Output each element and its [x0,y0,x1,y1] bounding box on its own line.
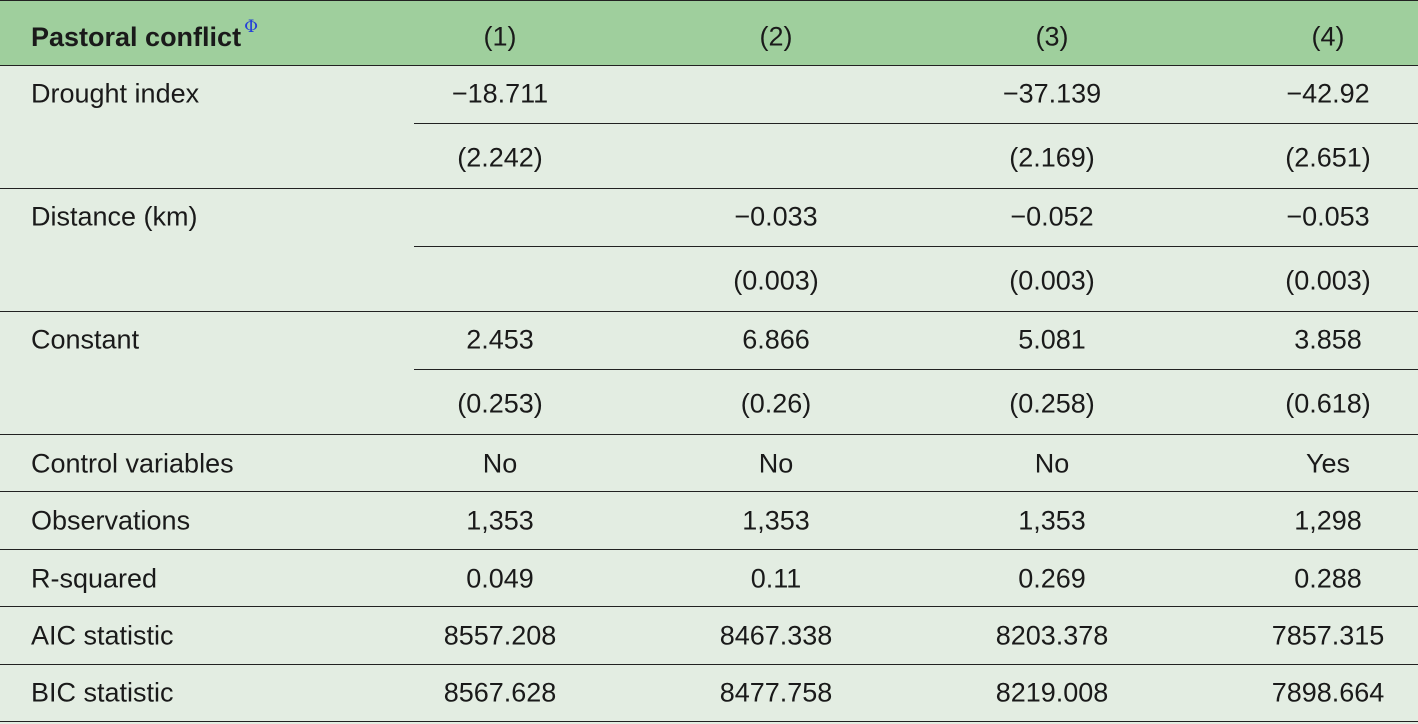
row-value: 8557.208 [443,620,557,651]
row-border [0,434,1418,435]
row-value: 1,298 [1294,505,1362,536]
header-title: Pastoral conflict [31,22,242,52]
coefficient: 6.866 [742,324,810,355]
row-value: 1,353 [742,505,810,536]
row-value: 8219.008 [995,677,1109,708]
row-border [0,188,1418,189]
row-value: 1,353 [466,505,534,536]
column-header: (2) [759,21,793,52]
coefficient: −0.053 [1286,201,1370,232]
coefficient: −0.033 [734,201,818,232]
row-border [0,0,1418,1]
standard-error: (0.26) [740,388,812,419]
row-value: 0.049 [466,563,534,593]
column-header: (4) [1311,21,1345,52]
row-border [0,491,1418,493]
coefficient: 3.858 [1294,324,1362,355]
row-label: R-squared [31,563,158,593]
coefficient: −37.139 [1002,78,1102,109]
header-superscript: Φ [244,17,258,37]
row-value: 0.269 [1018,563,1086,593]
row-value: No [482,448,518,479]
column-header: (3) [1035,21,1069,52]
row-label: Constant [31,324,140,355]
standard-error: (0.258) [1009,388,1095,419]
coefficient: −0.052 [1010,201,1094,232]
row-label: AIC statistic [31,620,174,651]
column-header: (1) [483,21,517,52]
row-value: 0.11 [750,563,802,593]
row-value: 1,353 [1018,505,1086,536]
header-row [0,0,1418,66]
coefficient: −18.711 [451,78,549,109]
standard-error: (2.169) [1009,142,1095,173]
standard-error: (0.003) [1285,265,1371,296]
row-value: Yes [1305,448,1351,479]
row-border [0,65,1418,66]
row-value: No [1034,448,1070,479]
standard-error: (2.242) [457,142,543,173]
standard-error: (0.003) [733,265,819,296]
row-value: 7898.664 [1271,677,1385,708]
row-border [0,663,1418,665]
row-border [414,123,1418,124]
row-value: 0.288 [1294,563,1362,593]
row-label: Control variables [31,448,234,479]
row-border [0,548,1418,550]
row-value: 8467.338 [719,620,833,651]
row-label: Drought index [31,78,200,109]
row-label: BIC statistic [31,677,174,708]
coefficient: 2.453 [466,324,534,355]
row-border [0,606,1418,608]
standard-error: (0.253) [457,388,543,419]
row-value: 7857.315 [1271,620,1385,651]
row-value: 8567.628 [443,677,557,708]
row-border [0,311,1418,312]
coefficient: −42.92 [1286,78,1370,109]
standard-error: (0.003) [1009,265,1095,296]
row-border [414,246,1418,247]
row-label: Distance (km) [31,201,198,232]
standard-error: (0.618) [1285,388,1371,419]
row-border [0,721,1418,722]
row-label: Observations [31,505,191,536]
row-border [414,369,1418,370]
row-value: 8477.758 [719,677,833,708]
coefficient: 5.081 [1018,324,1086,355]
row-value: 8203.378 [995,620,1109,651]
header-title-cell: Pastoral conflict Φ [31,17,258,53]
standard-error: (2.651) [1285,142,1371,173]
row-value: No [758,448,794,479]
